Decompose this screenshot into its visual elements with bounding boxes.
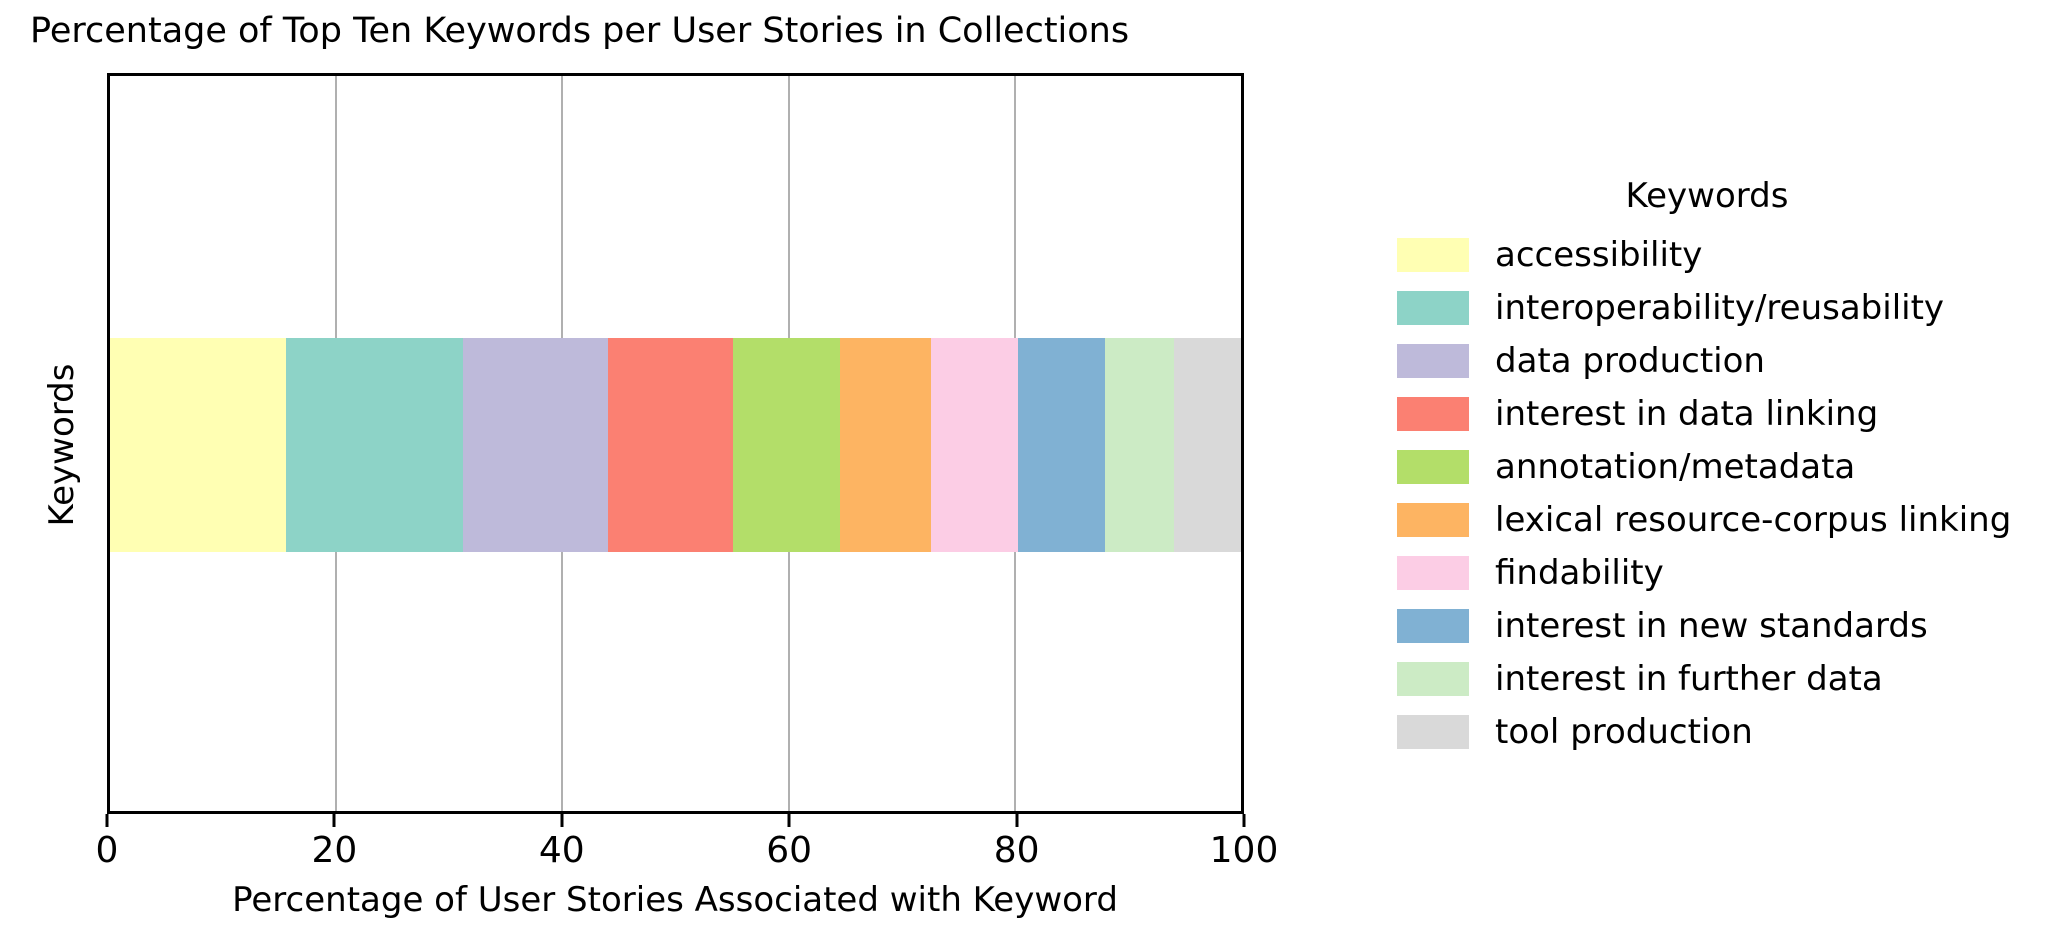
legend-row: findability bbox=[1395, 546, 2035, 599]
legend-swatch-icon bbox=[1397, 396, 1469, 431]
tick-label-100: 100 bbox=[1209, 830, 1279, 871]
tick-mark-60 bbox=[787, 814, 791, 827]
x-axis-ticks: 0 20 40 60 80 100 bbox=[96, 812, 1278, 871]
legend-row: interest in further data bbox=[1395, 652, 2035, 705]
legend-label: interest in data linking bbox=[1495, 393, 1879, 434]
tick-mark-20 bbox=[332, 814, 336, 827]
bar-segment-annotation-metadata bbox=[732, 338, 840, 552]
legend-label: interest in further data bbox=[1495, 658, 1883, 699]
tick-label-0: 0 bbox=[95, 830, 119, 871]
legend-swatch-icon bbox=[1397, 502, 1469, 537]
bar-segment-tool-production bbox=[1174, 338, 1241, 552]
legend-label: interest in new standards bbox=[1495, 605, 1928, 646]
legend-label: lexical resource-corpus linking bbox=[1495, 499, 2012, 540]
legend-swatch-icon bbox=[1397, 608, 1469, 643]
bar-segment-lexical-resource-corpus-linking bbox=[839, 338, 932, 552]
tick-mark-100 bbox=[1242, 814, 1246, 827]
tick-label-20: 20 bbox=[311, 830, 358, 871]
legend-label: annotation/metadata bbox=[1495, 446, 1856, 487]
bar-segment-interest-in-new-standards bbox=[1018, 338, 1106, 552]
legend-swatch-icon bbox=[1397, 290, 1469, 325]
y-axis-label: Keywords bbox=[42, 363, 82, 527]
bar-segment-findability bbox=[931, 338, 1019, 552]
legend-row: annotation/metadata bbox=[1395, 440, 2035, 493]
bar-segment-interoperability-reusability bbox=[286, 338, 463, 552]
legend-label: findability bbox=[1495, 552, 1664, 593]
legend-label: tool production bbox=[1495, 711, 1753, 752]
legend-label: data production bbox=[1495, 340, 1765, 381]
legend-swatch-icon bbox=[1397, 343, 1469, 378]
legend-row: lexical resource-corpus linking bbox=[1395, 493, 2035, 546]
legend-title: Keywords bbox=[1625, 176, 1789, 216]
bar-segment-accessibility bbox=[110, 338, 287, 552]
tick-label-40: 40 bbox=[538, 830, 585, 871]
legend-row: interest in data linking bbox=[1395, 387, 2035, 440]
x-axis-label: Percentage of User Stories Associated wi… bbox=[232, 880, 1118, 920]
tick-mark-0 bbox=[105, 814, 109, 827]
legend-row: tool production bbox=[1395, 705, 2035, 758]
legend-swatch-icon bbox=[1397, 555, 1469, 590]
legend-row: interoperability/reusability bbox=[1395, 281, 2035, 334]
chart-title: Percentage of Top Ten Keywords per User … bbox=[30, 11, 1130, 51]
bar-segment-data-production bbox=[462, 338, 609, 552]
legend: Keywords accessibility interoperability/r… bbox=[1395, 176, 2035, 758]
legend-row: data production bbox=[1395, 334, 2035, 387]
legend-swatch-icon bbox=[1397, 237, 1469, 272]
legend-label: accessibility bbox=[1495, 234, 1703, 275]
legend-label: interoperability/reusability bbox=[1495, 287, 1945, 328]
legend-swatch-icon bbox=[1397, 714, 1469, 749]
bar-segment-interest-in-further-data bbox=[1105, 338, 1175, 552]
tick-label-60: 60 bbox=[766, 830, 813, 871]
legend-row: accessibility bbox=[1395, 228, 2035, 281]
plot-area bbox=[107, 73, 1244, 814]
legend-swatch-icon bbox=[1397, 449, 1469, 484]
legend-items: accessibility interoperability/reusabilit… bbox=[1395, 228, 2035, 758]
legend-swatch-icon bbox=[1397, 661, 1469, 696]
legend-row: interest in new standards bbox=[1395, 599, 2035, 652]
tick-mark-80 bbox=[1015, 814, 1019, 827]
stacked-bar bbox=[110, 338, 1241, 552]
bar-segment-interest-in-data-linking bbox=[608, 338, 733, 552]
tick-label-80: 80 bbox=[993, 830, 1040, 871]
tick-mark-40 bbox=[560, 814, 564, 827]
